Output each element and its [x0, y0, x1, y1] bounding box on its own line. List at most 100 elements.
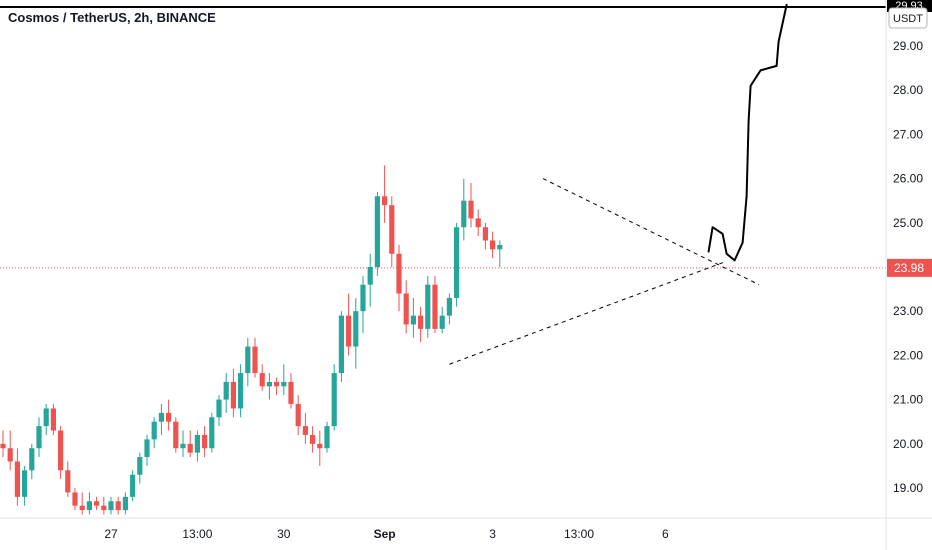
candle [245, 337, 251, 387]
candle-body [122, 496, 128, 511]
candle-body [360, 284, 366, 312]
candle-body [130, 474, 136, 497]
candle-body [86, 501, 92, 511]
candle-body [58, 430, 64, 471]
candle-body [367, 267, 373, 285]
candle-body [94, 501, 100, 506]
candle-body [266, 381, 272, 387]
candle-body [36, 426, 42, 449]
candle [302, 412, 308, 444]
candle [418, 306, 424, 343]
candle [50, 404, 56, 435]
candle [266, 373, 272, 400]
price-tick: 22.00 [893, 348, 923, 362]
candle [72, 488, 78, 511]
candle-body [454, 227, 460, 298]
candle-body [410, 315, 416, 325]
candle-body [158, 412, 164, 422]
candle [36, 417, 42, 458]
price-tick: 19.00 [893, 481, 923, 495]
candle [194, 430, 200, 462]
triangle-trendlines [449, 178, 760, 365]
candle [295, 395, 301, 435]
candle-body [482, 227, 488, 241]
candle [317, 430, 323, 466]
candle [209, 412, 215, 453]
price-tick: 25.00 [893, 216, 923, 230]
candle [173, 417, 179, 453]
candle-body [461, 200, 467, 228]
forecast-path [707, 3, 788, 262]
time-tick: Sep [374, 527, 396, 541]
currency-tag[interactable]: USDT [888, 7, 928, 29]
candle-body [403, 293, 409, 325]
candle-body [223, 381, 229, 400]
candle [166, 399, 172, 431]
candles [0, 165, 503, 515]
time-tick: 6 [662, 527, 669, 541]
candle-body [331, 373, 337, 427]
candle [403, 280, 409, 334]
candle [180, 430, 186, 458]
candle-body [418, 315, 424, 329]
candle-body [29, 448, 35, 471]
candle-body [115, 501, 121, 511]
candle [310, 426, 316, 453]
candle-body [374, 196, 380, 267]
candle-body [202, 434, 208, 449]
lower-trendline [449, 262, 724, 365]
candle-body [446, 297, 452, 316]
candle [29, 443, 35, 480]
price-tick: 20.00 [893, 437, 923, 451]
time-tick: 3 [489, 527, 496, 541]
candle-body [389, 205, 395, 254]
candle [216, 395, 222, 427]
candle [22, 465, 28, 506]
candle [353, 297, 359, 369]
candle [490, 231, 496, 259]
candle [79, 492, 85, 515]
candle-body [468, 200, 474, 219]
candle [187, 430, 193, 458]
candle-body [353, 311, 359, 347]
candle [58, 426, 64, 480]
candle-body [173, 421, 179, 449]
candle-body [72, 492, 78, 506]
candle [281, 364, 287, 396]
candle-body [238, 373, 244, 409]
candle [468, 183, 474, 228]
candle-body [295, 404, 301, 427]
candle [101, 496, 107, 515]
candle [432, 275, 438, 334]
candle [497, 240, 503, 267]
candle-body [317, 443, 323, 449]
candle [158, 404, 164, 435]
price-tick: 23.00 [893, 304, 923, 318]
candle [360, 275, 366, 334]
candle [43, 404, 49, 435]
candle [130, 470, 136, 502]
candle-body [166, 412, 172, 422]
currency-label: USDT [893, 13, 923, 25]
candle-body [324, 426, 330, 449]
candle-body [288, 381, 294, 405]
candle [288, 373, 294, 409]
candle-body [151, 421, 157, 440]
candle-body [439, 315, 445, 329]
candle-body [425, 284, 431, 329]
candle [230, 368, 236, 418]
time-tick: 13:00 [564, 527, 594, 541]
time-axis[interactable]: 27 13:00 30 Sep 3 13:00 6 [104, 527, 669, 541]
candle [461, 178, 467, 241]
candle [374, 191, 380, 276]
candle-body [274, 381, 280, 387]
candle-body [194, 434, 200, 453]
candle [338, 311, 344, 382]
candle [389, 196, 395, 267]
candle-body [14, 461, 20, 497]
candle-body [281, 381, 287, 387]
candle-body [101, 505, 107, 511]
candle-body [137, 457, 143, 475]
candle-body [432, 284, 438, 329]
